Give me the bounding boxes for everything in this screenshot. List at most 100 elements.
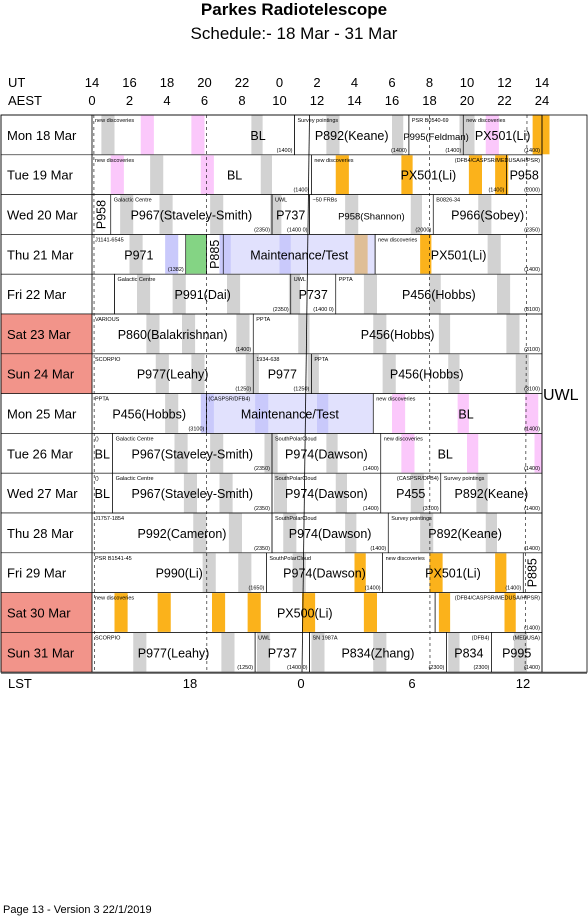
observation-block[interactable]: VARIOUS (1400) P860(Balakrishnan) — [91, 313, 254, 355]
block-frequency: (1400) — [524, 426, 540, 432]
block-project: P455 — [396, 487, 425, 501]
sky-band — [495, 155, 509, 195]
observation-block[interactable]: SCORPIO (1250) P977(Leahy) — [91, 353, 254, 394]
block-project: P456(Hobbs) — [402, 288, 476, 302]
aest-tick: 24 — [534, 93, 550, 108]
observation-block[interactable]: PSR B0540-69 (1400) P995(Feldman) — [403, 114, 469, 156]
sky-band — [448, 632, 460, 672]
block-project: BL — [250, 129, 265, 143]
aest-tick: 4 — [163, 93, 171, 108]
lst-axis-label: LST — [8, 676, 32, 691]
observation-block[interactable]: 1934-638 (1250) P977 — [252, 353, 312, 394]
sky-band — [515, 354, 529, 394]
sky-band — [270, 195, 282, 234]
observation-block[interactable]: P958 — [91, 194, 112, 235]
block-project: P974(Dawson) — [283, 567, 366, 581]
day-row: Thu 28 Mar J1757-1854 (2350) P992(Cameron) S… — [0, 512, 543, 554]
sky-band — [401, 155, 413, 195]
observation-block[interactable]: P885 — [206, 234, 224, 275]
block-frequency: (1382) — [168, 267, 184, 273]
observation-block[interactable]: Survey pointings(1400)P892(Keane) — [440, 472, 543, 514]
sky-band — [373, 632, 387, 672]
block-frequency: (1250) — [237, 665, 253, 671]
observation-block[interactable]: PPTA(3100)P456(Hobbs) — [311, 353, 543, 394]
day-row: Mon 18 Mar new discoveries (1400) BL Survey … — [0, 114, 550, 156]
observation-block[interactable]: new discoveries PX500(Li) — [91, 592, 436, 633]
observation-block[interactable] — [91, 273, 115, 315]
day-label: Wed 27 Mar — [7, 486, 78, 501]
sky-band — [155, 354, 169, 394]
sky-band — [326, 115, 340, 155]
observation-block[interactable]: UWL (1400 0) P737 — [290, 273, 337, 315]
day-label: Sun 24 Mar — [7, 367, 75, 382]
observation-block[interactable]: P885 — [522, 552, 543, 593]
block-frequency: (2350) — [254, 546, 270, 552]
day-label: Fri 29 Mar — [7, 566, 67, 581]
observation-block[interactable]: Galactic Centre (2350)P967(Staveley-Smith… — [112, 433, 273, 474]
observation-block[interactable]: J1757-1854 (2350) P992(Cameron) — [91, 512, 273, 554]
observation-block[interactable]: (DFB4/CASPSR/MEDUSA/HIPSR) (1400) — [434, 592, 543, 633]
sky-band — [202, 553, 216, 593]
observation-block[interactable]: () BL — [91, 472, 113, 514]
block-project: P958(Shannon) — [338, 212, 405, 223]
block-frequency: (1400) — [391, 148, 407, 154]
observation-block[interactable]: new discoveries (1400) PX501(Li) — [311, 154, 507, 195]
ut-tick: 4 — [350, 75, 359, 90]
block-border — [91, 592, 436, 633]
day-label: Mon 25 Mar — [7, 407, 77, 422]
block-frequency: (1250) — [293, 387, 309, 393]
block-frequency: (1400 0) — [313, 307, 334, 313]
observation-block[interactable]: PPTA(3100)P456(Hobbs) — [252, 313, 543, 355]
observation-block[interactable]: new discoveries (1400) PX501(Li) — [462, 114, 543, 156]
observation-block[interactable]: new discoveries (1400) PX501(Li) — [374, 234, 543, 275]
day-row: Sun 31 Mar SCORPIO (1250) P977(Leahy) UWL (14… — [0, 632, 543, 673]
observation-block[interactable]: PPTA(3100)P456(Hobbs) — [91, 393, 207, 434]
block-backend-tag: (CASPSR/DFB4) — [208, 397, 250, 403]
observation-block[interactable]: (CASPSR/DFB4) Maintenance/Test — [206, 393, 374, 434]
observation-block[interactable]: (DFB4) (2300) P834 — [446, 632, 492, 673]
day-row: Sat 30 Mar new discoveries PX500(Li) (DFB4/… — [0, 592, 543, 633]
block-backend-tag: (MEDUSA) — [513, 635, 540, 641]
sky-band — [200, 155, 214, 195]
block-project: P892(Keane) — [455, 487, 529, 501]
ut-tick: 16 — [122, 75, 137, 90]
sky-band — [260, 155, 272, 195]
observation-block[interactable]: SouthPolarCloud (1400) P974(Dawson) — [271, 512, 389, 554]
block-project: P834 — [454, 646, 483, 660]
block-source-tag: new discoveries — [386, 556, 425, 562]
lst-zero-line — [301, 114, 310, 673]
day-label: Fri 22 Mar — [7, 287, 67, 302]
block-project: P974(Dawson) — [285, 487, 368, 501]
observation-block[interactable]: () BL — [91, 433, 113, 474]
sky-band — [221, 632, 235, 672]
block-project: Maintenance/Test — [241, 408, 340, 422]
sky-band — [110, 155, 124, 195]
sky-band — [288, 274, 301, 314]
day-label: Sun 31 Mar — [7, 645, 75, 660]
observation-block[interactable]: Galactic Centre (2350)P967(Staveley-Smith… — [110, 194, 273, 235]
block-source-tag: () — [95, 436, 99, 442]
lst-reference-line — [429, 114, 431, 673]
sky-band — [212, 593, 226, 632]
observation-block[interactable]: Survey pointings(1400)P892(Keane) — [387, 512, 543, 554]
day-row: Sun 24 Mar SCORPIO (1250) P977(Leahy) 1934-6… — [0, 353, 543, 394]
observation-block[interactable]: Maintenance/Test — [222, 234, 376, 275]
block-source-tag: PPTA — [95, 397, 109, 403]
sky-band — [129, 234, 143, 274]
lst-reference-line — [524, 114, 528, 673]
block-project: P892(Keane) — [428, 527, 502, 541]
block-source-tag: new discoveries — [466, 118, 505, 124]
page-footer: Page 13 - Version 3 22/1/2019 — [3, 904, 152, 916]
block-project: P958 — [94, 200, 108, 229]
day-row: Sat 23 Mar VARIOUS (1400) P860(Balakrishnan… — [0, 313, 543, 355]
observation-block[interactable] — [185, 234, 207, 275]
observation-block[interactable]: Survey pointings(1400)P892(Keane) — [294, 114, 410, 156]
ut-tick: 18 — [159, 75, 175, 90]
sky-band — [506, 314, 520, 354]
observation-block[interactable]: SouthPolarCloud (1400) P974(Dawson) — [271, 472, 382, 514]
sky-band — [373, 314, 387, 354]
ut-tick: 22 — [234, 75, 250, 90]
block-project: PX501(Li) — [401, 169, 457, 183]
block-source-tag: new discoveries — [376, 397, 415, 403]
block-project: P958 — [510, 169, 539, 183]
